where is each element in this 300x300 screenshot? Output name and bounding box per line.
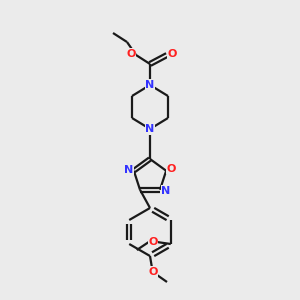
Text: O: O [148,237,158,247]
Text: N: N [146,124,154,134]
Text: O: O [148,267,158,277]
Text: N: N [161,186,171,196]
Text: O: O [167,49,177,59]
Text: O: O [126,49,136,59]
Text: N: N [146,80,154,90]
Text: N: N [124,165,134,175]
Text: O: O [167,164,176,174]
